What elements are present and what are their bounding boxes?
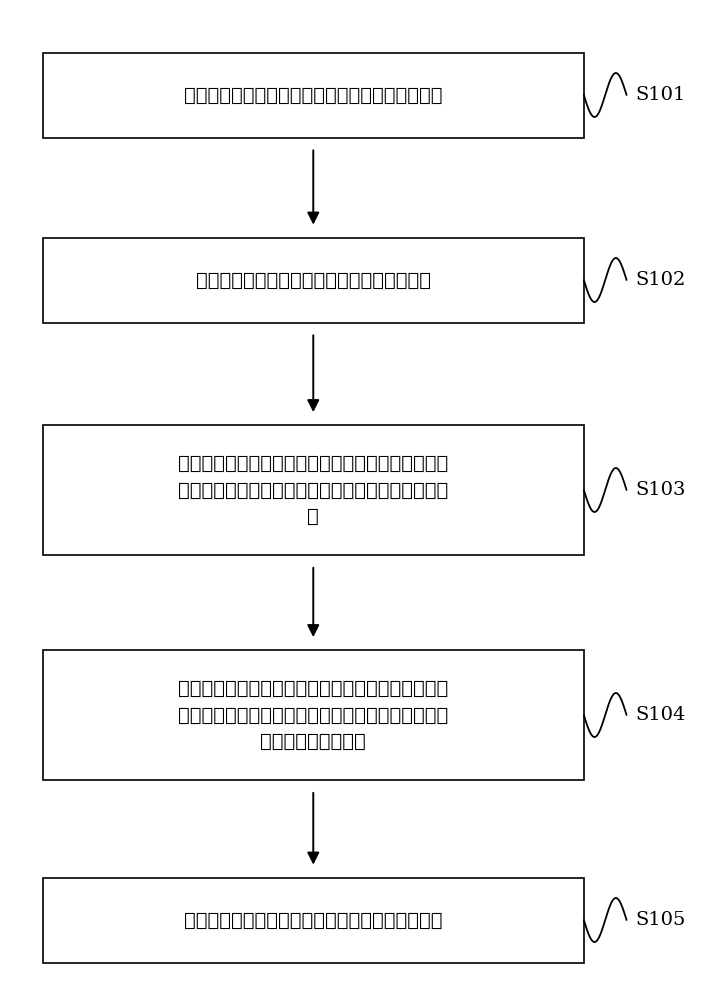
- Text: S103: S103: [635, 481, 686, 499]
- Text: 根据所述波动周期信息确定滑动平均值信息；其中，
所述滑动平均值信息对应的时长为所述波动周期信息
对应的时长的整数倍: 根据所述波动周期信息确定滑动平均值信息；其中， 所述滑动平均值信息对应的时长为所…: [178, 679, 449, 751]
- Text: S102: S102: [635, 271, 686, 289]
- Bar: [43, 52, 584, 137]
- Bar: [43, 650, 584, 780]
- Text: 根据所述控制系统频率信息确定取样时长信息: 根据所述控制系统频率信息确定取样时长信息: [196, 270, 431, 290]
- Text: 接收监测数据、控制系统频率信息及目标参数信息: 接收监测数据、控制系统频率信息及目标参数信息: [184, 86, 443, 104]
- Bar: [43, 425, 584, 555]
- Text: S101: S101: [635, 86, 686, 104]
- Text: 根据所述滑动平均值信息进行热力系统的性能计算: 根据所述滑动平均值信息进行热力系统的性能计算: [184, 910, 443, 930]
- Text: S104: S104: [635, 706, 686, 724]
- Text: 根据所述取样时长信息、所述监测数据及所述目标参
数信息，确定与所述目标参数信息对应的波动周期信
息: 根据所述取样时长信息、所述监测数据及所述目标参 数信息，确定与所述目标参数信息对…: [178, 454, 449, 526]
- Bar: [43, 878, 584, 962]
- Text: S105: S105: [635, 911, 686, 929]
- Bar: [43, 237, 584, 322]
